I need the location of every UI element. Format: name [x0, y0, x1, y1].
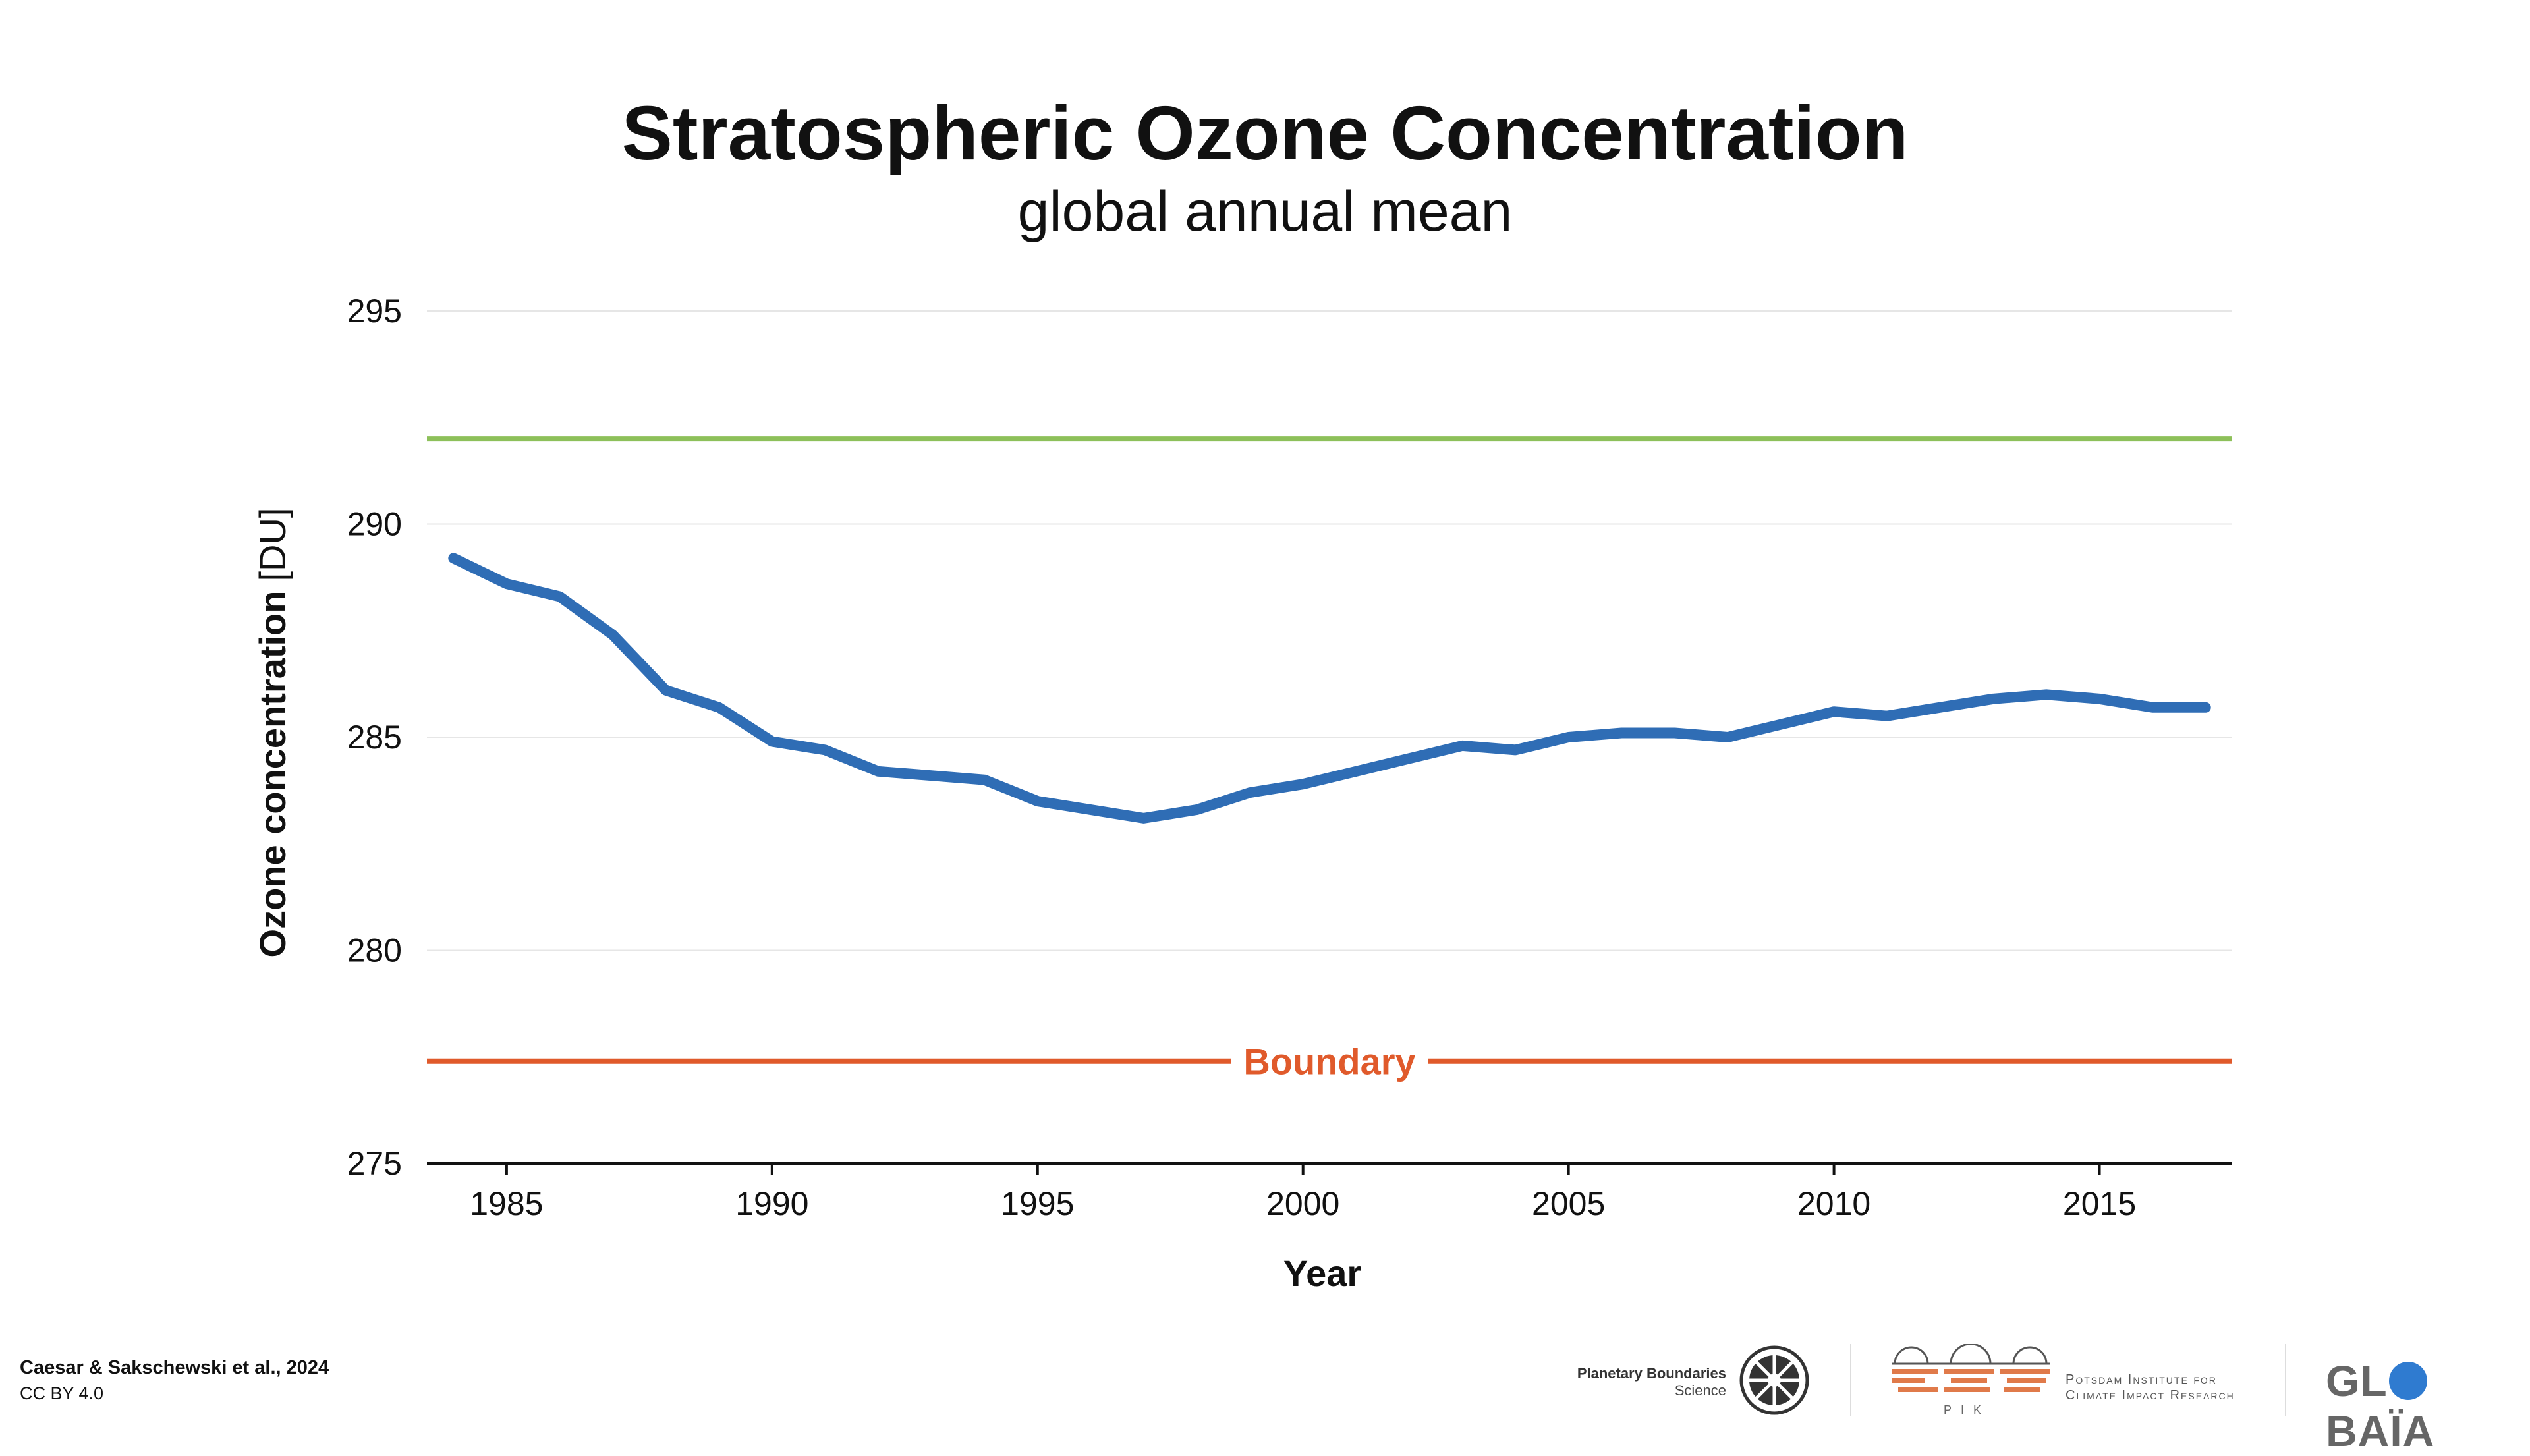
data-point [2045, 694, 2047, 696]
data-point [2152, 706, 2154, 708]
data-point [559, 596, 561, 598]
data-point [1090, 808, 1092, 810]
data-point [665, 689, 667, 691]
series-layer [448, 553, 2211, 824]
data-point [1461, 744, 1463, 746]
x-tick-label: 2010 [1797, 1185, 1870, 1222]
data-point [771, 741, 773, 742]
data-point [453, 557, 455, 559]
data-point [1992, 698, 1994, 700]
data-point [612, 634, 614, 636]
data-point [505, 583, 507, 585]
series-line [448, 553, 2211, 824]
line-chart: Boundary 275 280 285 290 295 1985 1990 1995 2000… [252, 293, 2232, 1294]
citation: Caesar & Sakschewski et al., 2024 [20, 1357, 329, 1378]
data-point [1833, 711, 1835, 713]
data-point [878, 770, 879, 772]
x-tick-label: 2015 [2063, 1185, 2136, 1222]
data-point [718, 706, 720, 708]
data-point [1886, 715, 1888, 717]
data-point [824, 749, 826, 751]
boundary-label: Boundary [1243, 1041, 1415, 1082]
y-tick-label: 280 [347, 932, 402, 969]
grid-lines [427, 310, 2232, 951]
y-axis-title-main: Ozone concentration [252, 591, 293, 958]
data-point [1302, 783, 1304, 785]
data-point [2205, 706, 2207, 708]
y-axis-title-unit: [DU] [252, 508, 293, 582]
data-point [1727, 737, 1729, 738]
y-tick-label: 290 [347, 506, 402, 543]
data-point [1408, 758, 1410, 760]
data-point [930, 775, 932, 777]
data-point [1673, 732, 1675, 734]
x-tick-label: 1995 [1001, 1185, 1074, 1222]
data-point [984, 779, 986, 781]
data-point [1196, 808, 1198, 810]
x-tick-label: 2000 [1266, 1185, 1339, 1222]
data-point [1515, 749, 1517, 751]
data-point [2098, 698, 2100, 700]
data-point [1567, 737, 1569, 738]
x-tick-label: 2005 [1532, 1185, 1605, 1222]
data-point [1939, 706, 1941, 708]
chart-title: Stratospheric Ozone Concentration [621, 90, 1909, 176]
license: CC BY 4.0 [20, 1384, 104, 1403]
reference-lines: Boundary [427, 436, 2232, 1082]
data-point [1142, 817, 1144, 819]
data-point [1355, 770, 1357, 772]
x-tick-label: 1985 [470, 1185, 543, 1222]
axes: 275 280 285 290 295 1985 1990 1995 2000 2005 2010 2… [347, 293, 2232, 1222]
data-point [1621, 732, 1623, 734]
y-tick-label: 285 [347, 719, 402, 756]
y-axis-title: Ozone concentration [DU] [252, 508, 293, 958]
data-point [1249, 792, 1251, 794]
x-tick-label: 1990 [735, 1185, 808, 1222]
data-point [1036, 800, 1038, 802]
y-tick-label: 295 [347, 293, 402, 329]
y-tick-label: 275 [347, 1145, 402, 1182]
chart-subtitle: global annual mean [1017, 180, 1513, 243]
x-axis-title: Year [1283, 1252, 1361, 1294]
data-point [1780, 723, 1782, 725]
